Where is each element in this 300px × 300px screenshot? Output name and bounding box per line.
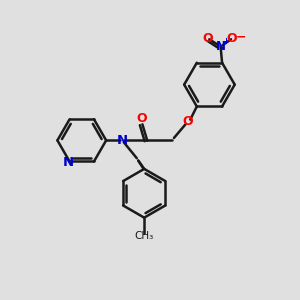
Text: N: N (116, 134, 128, 147)
Text: O: O (183, 116, 193, 128)
Text: N: N (63, 156, 74, 169)
Text: N: N (216, 40, 226, 53)
Text: −: − (235, 30, 246, 43)
Text: O: O (202, 32, 212, 45)
Text: CH₃: CH₃ (135, 231, 154, 241)
Text: O: O (226, 32, 237, 45)
Text: O: O (136, 112, 146, 125)
Text: +: + (222, 37, 230, 46)
